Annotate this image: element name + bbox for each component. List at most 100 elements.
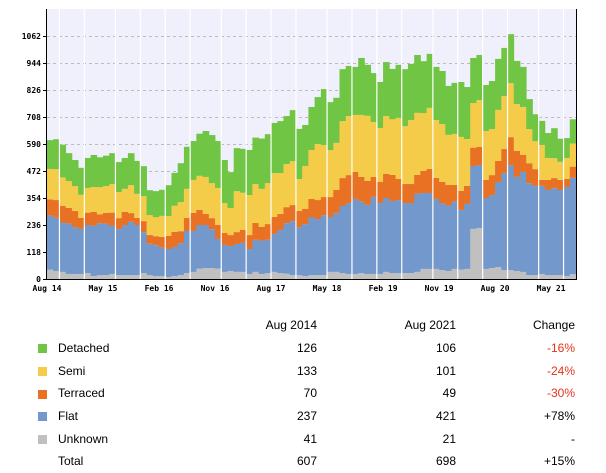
legend-swatch-cell bbox=[30, 427, 58, 450]
bar-segment-semi bbox=[532, 141, 540, 170]
bar-segment-semi bbox=[71, 186, 79, 212]
bar-segment-terraced bbox=[264, 224, 272, 240]
bar-segment-terraced bbox=[383, 173, 390, 198]
bar-segment-detached bbox=[532, 114, 540, 142]
bar-segment-flat bbox=[152, 245, 160, 277]
bar-segment-detached bbox=[345, 65, 353, 117]
bar-segment-semi bbox=[414, 112, 421, 175]
bar-segment-detached bbox=[71, 160, 79, 187]
y-tick-label: 118 bbox=[27, 248, 42, 257]
legend-swatch-cell bbox=[30, 405, 58, 428]
bar-segment-terraced bbox=[152, 236, 160, 246]
bar-segment-flat bbox=[320, 215, 328, 276]
bar-segment-detached bbox=[146, 190, 154, 216]
bar-segment-detached bbox=[152, 191, 160, 218]
bar-segment-terraced bbox=[364, 180, 372, 205]
value-change: - bbox=[571, 431, 575, 446]
bar-segment-terraced bbox=[339, 178, 347, 207]
bar-segment-flat bbox=[308, 216, 316, 276]
bar-segment-terraced bbox=[463, 185, 471, 204]
value-aug-2014: 237 bbox=[296, 409, 317, 424]
bar-segment-semi bbox=[351, 114, 359, 172]
bar-segment-terraced bbox=[495, 160, 502, 182]
bar-segment-detached bbox=[557, 138, 564, 162]
bar-segment-detached bbox=[109, 153, 116, 185]
table-row: Semi 133 101 -24% bbox=[30, 359, 575, 382]
header-label bbox=[58, 314, 198, 337]
bar-segment-terraced bbox=[140, 221, 147, 233]
bar-segment-terraced bbox=[470, 147, 477, 166]
bar-segment-detached bbox=[383, 62, 390, 117]
bar-segment-detached bbox=[439, 71, 446, 125]
bar-segment-detached bbox=[78, 167, 85, 195]
row-label: Flat bbox=[58, 409, 79, 424]
bar-segment-unknown bbox=[103, 275, 110, 279]
legend-swatch-cell bbox=[30, 359, 58, 382]
bar-segment-semi bbox=[383, 116, 390, 174]
bar-segment-unknown bbox=[239, 271, 247, 279]
bar-segment-unknown bbox=[109, 273, 116, 279]
bar-segment-semi bbox=[439, 124, 446, 182]
bar-segment-terraced bbox=[221, 233, 228, 245]
bar-segment-flat bbox=[171, 246, 179, 277]
bar-segment-terraced bbox=[370, 176, 378, 197]
value-aug-2021: 106 bbox=[435, 341, 456, 356]
bar-segment-detached bbox=[320, 89, 328, 146]
y-tick-label: 472 bbox=[27, 167, 42, 176]
bar-segment-semi bbox=[563, 157, 571, 180]
bar-segment-flat bbox=[96, 223, 104, 276]
bar-segment-flat bbox=[134, 225, 141, 276]
bar-segment-unknown bbox=[159, 276, 166, 279]
bar-segment-terraced bbox=[414, 174, 421, 194]
bar-segment-flat bbox=[208, 229, 216, 269]
bar-segment-unknown bbox=[495, 267, 502, 279]
value-change: +78% bbox=[543, 409, 575, 424]
bar-segment-flat bbox=[264, 239, 272, 274]
bar-segment-flat bbox=[488, 195, 496, 269]
bar-segment-terraced bbox=[277, 214, 284, 231]
bar-segment-terraced bbox=[345, 175, 353, 204]
bar-segment-terraced bbox=[445, 184, 452, 206]
bar-segment-unknown bbox=[183, 273, 191, 279]
bar-segment-semi bbox=[246, 195, 253, 236]
bar-segment-flat bbox=[65, 223, 73, 274]
bar-segment-terraced bbox=[501, 149, 508, 174]
bar-segment-flat bbox=[121, 225, 129, 276]
bar-segment-detached bbox=[308, 106, 316, 150]
legend-swatch bbox=[38, 344, 47, 354]
bar-segment-detached bbox=[252, 137, 259, 185]
bar-segment-flat bbox=[252, 239, 259, 272]
bar-segment-terraced bbox=[302, 208, 309, 225]
bar-segment-semi bbox=[513, 103, 521, 151]
y-tick-label: 826 bbox=[27, 86, 42, 95]
bar-segment-terraced bbox=[513, 150, 521, 177]
x-tick-label: May 18 bbox=[313, 284, 342, 293]
bar-segment-unknown bbox=[526, 275, 533, 279]
value-aug-2014: 41 bbox=[303, 431, 317, 446]
bar-segment-flat bbox=[445, 205, 452, 271]
bar-segment-flat bbox=[271, 233, 278, 272]
bar-segment-detached bbox=[258, 138, 266, 189]
value-aug-2021: 101 bbox=[435, 363, 456, 378]
summary-table: Aug 2014 Aug 2021 Change Detached 126 106 -… bbox=[30, 314, 575, 473]
bar-segment-unknown bbox=[426, 268, 434, 279]
bar-segment-unknown bbox=[289, 275, 297, 279]
bar-segment-flat bbox=[414, 193, 421, 272]
bar-segment-terraced bbox=[376, 181, 384, 204]
bar-segment-terraced bbox=[283, 207, 291, 224]
bar-segment-detached bbox=[121, 157, 129, 189]
bar-segment-semi bbox=[482, 130, 490, 180]
bar-segment-semi bbox=[445, 134, 452, 185]
bar-segment-terraced bbox=[476, 146, 484, 166]
value-aug-2021: 21 bbox=[442, 431, 456, 446]
bar-segment-semi bbox=[121, 188, 129, 212]
bar-segment-detached bbox=[134, 160, 141, 194]
bar-segment-flat bbox=[351, 198, 359, 274]
bar-segment-semi bbox=[202, 176, 210, 215]
bar-segment-semi bbox=[476, 100, 484, 147]
bar-segment-terraced bbox=[202, 214, 210, 225]
bar-segment-unknown bbox=[264, 273, 272, 279]
bar-segment-semi bbox=[538, 144, 546, 180]
bar-segment-flat bbox=[451, 201, 459, 269]
bar-segment-detached bbox=[401, 69, 409, 127]
